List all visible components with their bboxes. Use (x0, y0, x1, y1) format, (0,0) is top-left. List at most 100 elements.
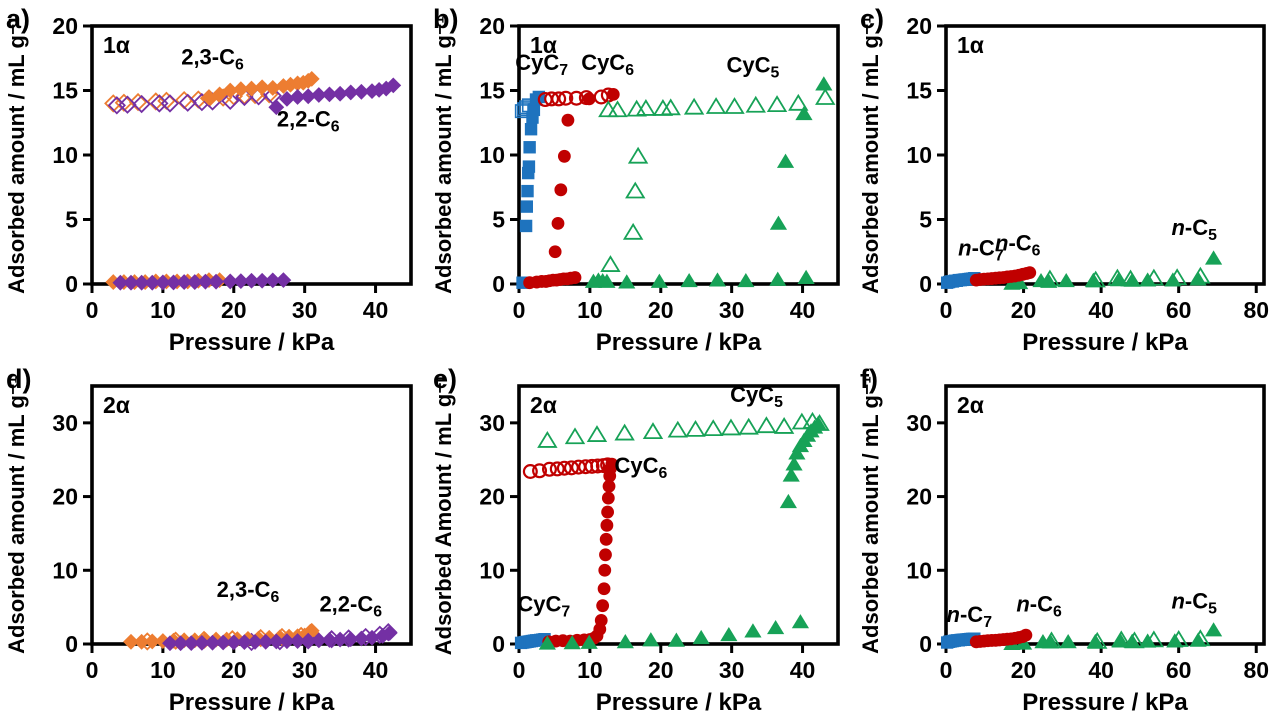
svg-text:40: 40 (1088, 657, 1114, 683)
phase-label: 2α (957, 392, 984, 418)
svg-text:0: 0 (940, 297, 953, 323)
axes-b: 0 10 20 30 40 0 5 10 15 20 (479, 13, 840, 323)
panel-letter-f: f) (860, 364, 878, 394)
chart-c: 0 20 40 60 80 0 5 10 15 20 Pressure / kPa Adsorbed … (858, 13, 1269, 356)
svg-text:20: 20 (1011, 657, 1037, 683)
svg-text:30: 30 (479, 410, 505, 436)
svg-text:80: 80 (1243, 657, 1269, 683)
svg-text:10: 10 (150, 657, 176, 683)
svg-text:80: 80 (1243, 297, 1269, 323)
series-cyc6-adsorption (542, 457, 619, 649)
chart-e: 0 10 20 30 40 0 10 20 30 Pressure / kPa Adsorbed A… (431, 375, 840, 716)
series-cyc6-adsorption (523, 87, 620, 290)
phase-label: 1α (957, 32, 984, 58)
svg-text:20: 20 (479, 13, 505, 39)
series-annotation: CyC6 (615, 453, 668, 482)
series-annotation: n-C7 (947, 602, 993, 631)
svg-text:60: 60 (1166, 657, 1192, 683)
series-annotation: 2,2-C6 (277, 107, 340, 136)
axes-d: 0 10 20 30 40 0 10 20 30 (52, 384, 413, 683)
svg-text:0: 0 (65, 631, 78, 657)
series-annotation: CyC5 (727, 52, 780, 81)
series-n-c6-adsorption (969, 628, 1033, 649)
series-annotation: n-C5 (1171, 215, 1217, 244)
series-annotation: CyC7 (517, 592, 570, 621)
svg-text:20: 20 (52, 13, 78, 39)
svg-text:30: 30 (292, 297, 318, 323)
chart-f: 0 20 40 60 80 0 10 20 30 Pressure / kPa Adsorbed a… (858, 376, 1269, 716)
svg-text:0: 0 (513, 657, 526, 683)
panel-c: c) 0 20 40 60 80 0 5 10 15 20 Pressure / kPa Adsorb… (854, 0, 1280, 360)
y-axis-title: Adsorbed amount / mL g⁻¹ (4, 376, 29, 654)
svg-text:60: 60 (1166, 297, 1192, 323)
svg-text:0: 0 (492, 271, 505, 297)
svg-text:40: 40 (363, 297, 389, 323)
svg-text:10: 10 (52, 142, 78, 168)
phase-label: 2α (530, 392, 557, 418)
svg-text:10: 10 (577, 657, 603, 683)
svg-text:0: 0 (86, 297, 99, 323)
chart-b: 0 10 20 30 40 0 5 10 15 20 Pressure / kPa Adsorbed … (431, 13, 840, 356)
series-cyc5-adsorption (584, 76, 833, 289)
svg-text:30: 30 (719, 297, 745, 323)
x-axis-title: Pressure / kPa (169, 689, 335, 716)
x-axis-title: Pressure / kPa (1022, 689, 1188, 716)
series-annotation: n-C6 (995, 230, 1041, 259)
series-cyc5-desorption (598, 88, 836, 272)
svg-text:0: 0 (86, 657, 99, 683)
svg-text:5: 5 (492, 207, 505, 233)
panel-letter-d: d) (6, 364, 32, 394)
svg-text:40: 40 (1088, 297, 1114, 323)
svg-text:20: 20 (1011, 297, 1037, 323)
svg-text:10: 10 (479, 142, 505, 168)
chart-d: 0 10 20 30 40 0 10 20 30 Pressure / kPa Adsorbed a… (4, 376, 413, 716)
svg-text:10: 10 (577, 297, 603, 323)
series-annotation: CyC6 (581, 50, 634, 79)
series-annotation: n-C7 (958, 236, 1004, 265)
svg-text:20: 20 (52, 484, 78, 510)
panel-letter-c: c) (860, 4, 885, 34)
svg-text:15: 15 (906, 78, 932, 104)
svg-text:30: 30 (292, 657, 318, 683)
series-2-2-c6-adsorption (112, 77, 402, 291)
chart-a: 0 10 20 30 40 0 5 10 15 20 Pressure / kPa Adsorbed … (4, 13, 413, 356)
series-cyc7-adsorption (516, 90, 546, 289)
panel-letter-b: b) (433, 4, 459, 34)
svg-text:30: 30 (719, 657, 745, 683)
panel-a: a) 0 10 20 30 40 0 5 10 15 20 Pressure / kPa Adsorb… (0, 0, 427, 360)
phase-label: 1α (103, 32, 130, 58)
svg-text:10: 10 (150, 297, 176, 323)
series-cyc6-desorption (537, 87, 616, 108)
panel-letter-e: e) (433, 364, 458, 394)
series-cyc5-adsorption (538, 415, 827, 650)
svg-text:0: 0 (513, 297, 526, 323)
x-axis-title: Pressure / kPa (1022, 329, 1188, 356)
svg-text:30: 30 (906, 410, 932, 436)
series-annotation: 2,2-C6 (319, 592, 382, 621)
svg-text:0: 0 (492, 631, 505, 657)
series-annotation: CyC5 (730, 382, 783, 411)
svg-text:40: 40 (790, 297, 816, 323)
series-cyc6-desorption (522, 457, 616, 480)
svg-text:20: 20 (479, 484, 505, 510)
y-axis-title: Adsorbed amount / mL g⁻¹ (4, 16, 29, 294)
series-annotation: n-C5 (1171, 589, 1217, 618)
svg-text:0: 0 (919, 631, 932, 657)
series-n-c6-adsorption (969, 266, 1037, 287)
y-axis-title: Adsorbed amount / mL g⁻¹ (858, 376, 883, 654)
series-annotation: CyC7 (515, 50, 568, 79)
svg-text:30: 30 (52, 410, 78, 436)
x-axis-title: Pressure / kPa (169, 329, 335, 356)
y-axis-title: Adsorbed amount / mL g⁻¹ (431, 16, 456, 294)
svg-text:20: 20 (221, 297, 247, 323)
svg-text:40: 40 (363, 657, 389, 683)
panel-d: d) 0 10 20 30 40 0 10 20 30 Pressure / kPa Adsorbe… (0, 360, 427, 720)
phase-label: 1α (530, 32, 557, 58)
x-axis-title: Pressure / kPa (596, 329, 762, 356)
panel-b: b) 0 10 20 30 40 0 5 10 15 20 Pressure / kPa Adsorb… (427, 0, 854, 360)
svg-text:20: 20 (221, 657, 247, 683)
y-axis-title: Adsorbed Amount / mL g⁻¹ (431, 375, 456, 656)
series-annotation: 2,3-C6 (217, 577, 280, 606)
svg-text:10: 10 (906, 557, 932, 583)
